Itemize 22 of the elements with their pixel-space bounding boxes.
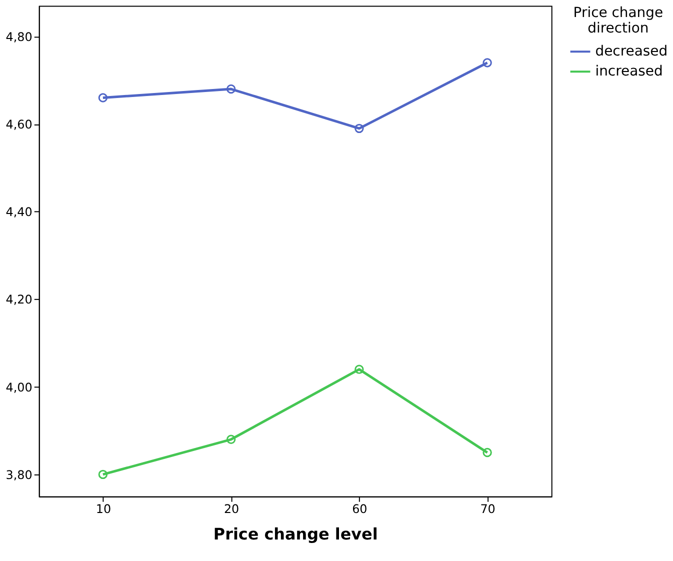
x-tick-label: 20 [224, 502, 240, 516]
y-tick-label: 4,20 [6, 292, 32, 307]
point [482, 448, 492, 458]
y-tick-label: 4,40 [6, 205, 32, 220]
x-tick-label: 10 [96, 502, 112, 516]
point [226, 434, 236, 444]
y-tick-label: 4,60 [6, 118, 32, 132]
point [482, 58, 492, 68]
y-tick-label: 4,80 [6, 30, 32, 44]
legend-title: Price change direction [573, 4, 664, 37]
x-axis-title: Price change level [213, 524, 378, 544]
point [226, 84, 236, 94]
x-tick-label: 60 [352, 502, 368, 516]
x-tick-label: 70 [480, 502, 496, 516]
point [354, 124, 364, 134]
point [98, 93, 108, 102]
y-tick-label: 3,80 [6, 468, 32, 482]
point [354, 364, 364, 374]
legend-label: decreased [595, 44, 668, 60]
legend-label: increased [595, 64, 663, 80]
point [98, 470, 108, 480]
y-tick-label: 4,00 [6, 380, 32, 394]
